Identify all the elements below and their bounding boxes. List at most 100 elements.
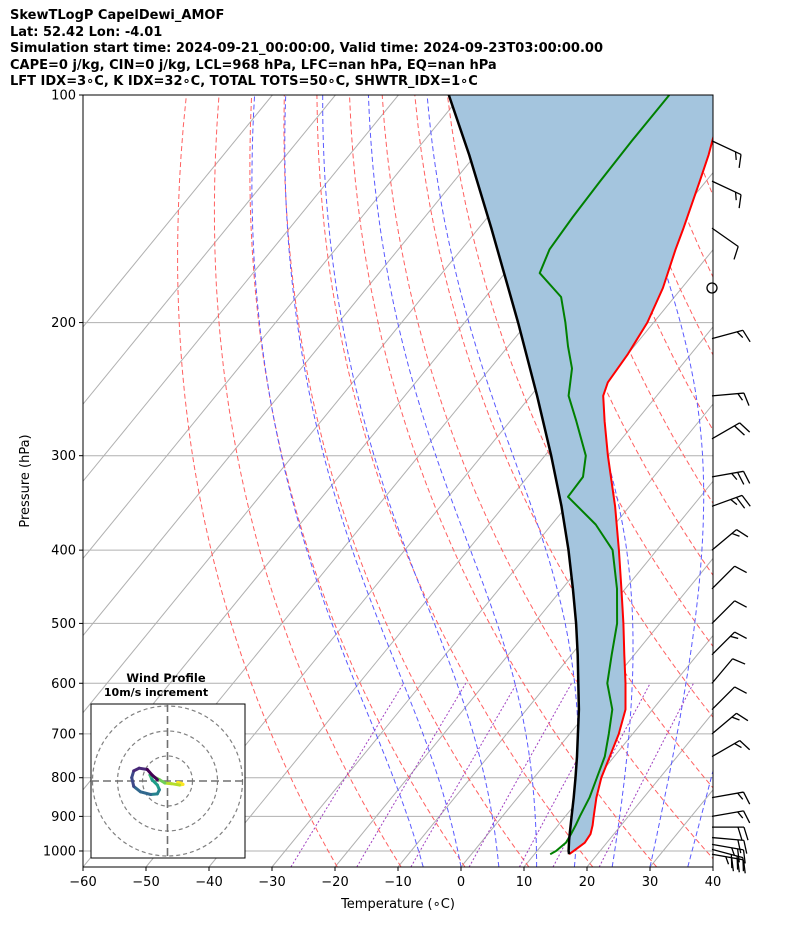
barb-shaft: [711, 422, 741, 440]
wind-barb: [711, 836, 748, 854]
barb-flag: [735, 497, 746, 509]
time-line: Simulation start time: 2024-09-21_00:00:…: [10, 41, 603, 56]
barb-shaft: [711, 836, 744, 842]
barb-flag: [743, 392, 750, 406]
indices-line: LFT IDX=3∘C, K IDX=32∘C, TOTAL TOTS=50∘C…: [10, 74, 478, 89]
barb-flag: [737, 826, 743, 841]
barb-shaft: [711, 494, 743, 507]
barb-flag: [734, 600, 747, 608]
isotherm-20: [586, 711, 713, 867]
y-tick-label: 200: [51, 316, 76, 331]
mixing-ratio-line: [598, 683, 694, 867]
barb-flag: [739, 740, 751, 751]
moist-adiabat: [426, 95, 580, 867]
y-axis-label: Pressure (hPa): [18, 434, 33, 527]
wind-barb-calm: [706, 282, 718, 294]
barb-flag: [732, 658, 746, 665]
barb-flag: [733, 246, 739, 260]
wind-barb: [711, 658, 746, 684]
barb-flag: [731, 847, 736, 856]
barb-shaft: [711, 712, 737, 735]
x-tick-label: −50: [132, 875, 159, 890]
barb-flag: [731, 532, 740, 537]
moist-adiabat: [687, 768, 713, 867]
isotherm--100: [83, 95, 462, 560]
wind-barb: [711, 140, 742, 168]
wind-barb: [711, 565, 747, 590]
dry-adiabat: [283, 95, 530, 867]
wind-barb: [711, 470, 751, 485]
barb-shaft: [711, 600, 736, 624]
barb-flag: [734, 192, 737, 201]
x-tick-label: −30: [258, 875, 285, 890]
x-tick-label: −10: [384, 875, 411, 890]
barb-shaft: [711, 631, 736, 656]
barb-flag: [738, 154, 742, 168]
hodograph-segment: [130, 776, 136, 788]
x-tick-label: 30: [642, 875, 659, 890]
mixing-ratio-line: [410, 683, 518, 867]
wind-barb: [711, 422, 751, 440]
dry-adiabat: [675, 95, 713, 197]
dry-adiabat: [316, 95, 594, 867]
barb-flag: [736, 529, 749, 538]
hodograph-subtitle: 10m/s increment: [104, 686, 208, 699]
moist-adiabat: [612, 95, 705, 867]
x-tick-label: −60: [69, 875, 96, 890]
barb-shaft: [711, 658, 734, 684]
barb-flag: [730, 635, 739, 640]
barb-flag: [734, 631, 747, 640]
y-tick-label: 600: [51, 677, 76, 692]
isotherm--20: [334, 403, 713, 867]
barb-shaft: [711, 227, 739, 248]
wind-barb: [711, 843, 746, 864]
dry-adiabat: [349, 95, 658, 867]
x-tick-label: 40: [705, 875, 722, 890]
wind-barb: [711, 329, 751, 343]
barb-flag: [730, 498, 738, 506]
barb-flag: [731, 472, 738, 481]
wind-barb: [711, 180, 742, 209]
isotherm--130: [83, 95, 273, 328]
barb-flag: [738, 194, 742, 209]
hodograph-segment: [139, 790, 153, 796]
wind-barb: [711, 686, 747, 711]
isotherm--10: [397, 480, 713, 867]
barb-flag: [736, 331, 744, 339]
instability-line: CAPE=0 j/kg, CIN=0 j/kg, LCL=968 hPa, LF…: [10, 57, 497, 73]
moist-adiabat: [284, 95, 462, 867]
barb-flag: [734, 565, 747, 574]
wind-barb: [711, 810, 751, 824]
wind-barb: [711, 739, 751, 758]
barb-shaft: [711, 739, 741, 758]
barb-flag: [734, 742, 742, 749]
hodograph-segment: [150, 773, 159, 782]
barb-flag: [743, 840, 748, 854]
cape-area: [448, 95, 713, 855]
temperature-line: [568, 134, 713, 856]
title-block: SkewTLogP CapelDewi_AMOF Lat: 52.42 Lon:…: [10, 8, 603, 91]
isotherm--120: [83, 95, 336, 405]
wind-barb: [711, 712, 749, 735]
wind-barbs: [706, 140, 751, 874]
x-tick-label: −20: [321, 875, 348, 890]
barb-shaft: [711, 529, 737, 551]
x-tick-label: 20: [579, 875, 596, 890]
x-tick-label: 0: [457, 875, 465, 890]
axes: −60 −50 −40 −30 −20 −10 0 10 20 30 40 100 200 300 400 5…: [43, 89, 721, 891]
isotherm-40: [712, 866, 713, 867]
y-tick-label: 500: [51, 617, 76, 632]
barb-flag: [734, 686, 747, 694]
moist-adiabat: [726, 95, 794, 867]
isotherm--90: [83, 95, 525, 637]
mixing-ratio-line: [468, 683, 573, 867]
barb-shaft: [711, 140, 742, 155]
y-tick-label: 700: [51, 727, 76, 742]
barb-flag: [743, 826, 749, 841]
barb-flag: [742, 849, 746, 864]
barb-flag: [736, 848, 740, 863]
barb-flag: [734, 151, 737, 160]
dry-adiabat: [446, 95, 713, 719]
wind-barb: [711, 494, 751, 509]
